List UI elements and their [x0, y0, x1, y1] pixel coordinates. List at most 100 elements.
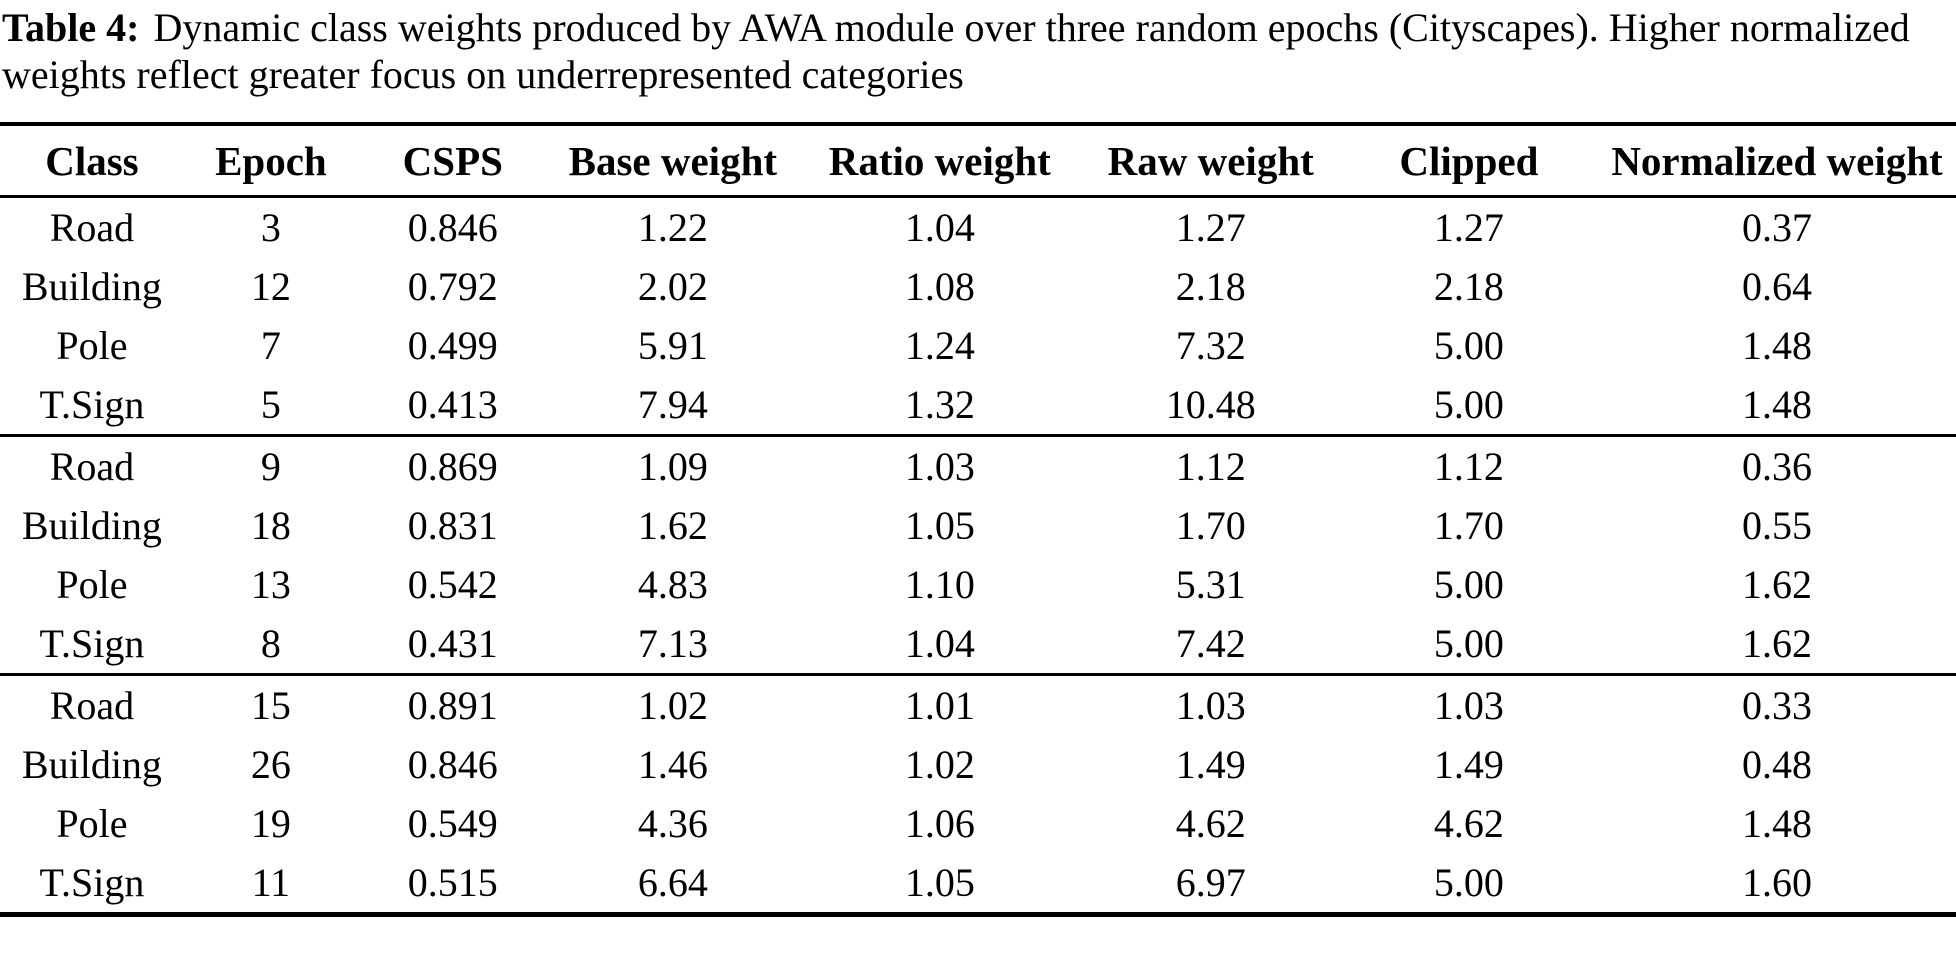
table-cell-epoch: 9 — [260, 444, 281, 490]
table-cell-clipped: 2.18 — [1433, 264, 1504, 310]
table-cell-clipped: 1.12 — [1433, 444, 1504, 490]
table-cell-class: T.Sign — [39, 621, 145, 667]
table-cell-normalized-weight: 0.33 — [1742, 683, 1812, 729]
table-cell-csps: 0.515 — [407, 860, 498, 906]
table-cell-ratio-weight: 1.24 — [904, 323, 975, 369]
weights-table: Class Epoch CSPS Base weight Ratio weight Raw… — [0, 122, 1956, 918]
table-cell-csps: 0.499 — [407, 323, 498, 369]
table-cell-normalized-weight: 1.60 — [1742, 860, 1812, 906]
table-cell-epoch: 7 — [260, 323, 281, 369]
table-cell-class: Building — [21, 264, 162, 310]
table-cell-class: Pole — [56, 562, 128, 608]
table-cell-epoch: 5 — [260, 382, 281, 428]
table-cell-base-weight: 5.91 — [637, 323, 708, 369]
table-cell-clipped: 1.03 — [1433, 683, 1504, 729]
table-row: Pole 19 0.549 4.36 1.06 4.62 4.62 1.48 — [0, 794, 1956, 853]
table-header-row: Class Epoch CSPS Base weight Ratio weight Raw… — [0, 124, 1956, 197]
table-row: T.Sign 8 0.431 7.13 1.04 7.42 5.00 1.62 — [0, 614, 1956, 675]
column-header-raw-weight: Raw weight — [1107, 138, 1314, 185]
table-cell-class: T.Sign — [39, 860, 145, 906]
table-cell-normalized-weight: 1.48 — [1742, 382, 1812, 428]
table-row: Road 9 0.869 1.09 1.03 1.12 1.12 0.36 — [0, 436, 1956, 497]
table-cell-normalized-weight: 1.48 — [1742, 323, 1812, 369]
table-cell-epoch: 18 — [250, 503, 291, 549]
table-cell-csps: 0.549 — [407, 801, 498, 847]
table-cell-epoch: 15 — [250, 683, 291, 729]
table-cell-normalized-weight: 0.48 — [1742, 742, 1812, 788]
table-cell-csps: 0.891 — [407, 683, 498, 729]
table-cell-base-weight: 7.94 — [637, 382, 708, 428]
table-cell-normalized-weight: 1.48 — [1742, 801, 1812, 847]
table-row: T.Sign 11 0.515 6.64 1.05 6.97 5.00 1.60 — [0, 853, 1956, 915]
table-cell-epoch: 8 — [260, 621, 281, 667]
table-row: Building 26 0.846 1.46 1.02 1.49 1.49 0.48 — [0, 735, 1956, 794]
table-cell-clipped: 5.00 — [1433, 323, 1504, 369]
table-cell-class: Pole — [56, 801, 128, 847]
table-cell-raw-weight: 7.32 — [1175, 323, 1246, 369]
table-cell-clipped: 5.00 — [1433, 382, 1504, 428]
table-cell-class: Building — [21, 503, 162, 549]
table-caption-text: Dynamic class weights produced by AWA mo… — [2, 5, 1910, 98]
table-cell-ratio-weight: 1.32 — [904, 382, 975, 428]
table-cell-ratio-weight: 1.04 — [904, 205, 975, 251]
table-cell-csps: 0.831 — [407, 503, 498, 549]
table-cell-ratio-weight: 1.06 — [904, 801, 975, 847]
epoch-group-2: Road 9 0.869 1.09 1.03 1.12 1.12 0.36 Building 18… — [0, 436, 1956, 675]
paper-table-figure: Table 4: Dynamic class weights produced b… — [0, 4, 1956, 918]
table-row: Pole 13 0.542 4.83 1.10 5.31 5.00 1.62 — [0, 555, 1956, 614]
table-cell-normalized-weight: 0.37 — [1742, 205, 1812, 251]
table-cell-clipped: 5.00 — [1433, 860, 1504, 906]
table-cell-class: Road — [49, 205, 135, 251]
table-cell-epoch: 13 — [250, 562, 291, 608]
table-cell-base-weight: 4.83 — [637, 562, 708, 608]
column-header-ratio-weight: Ratio weight — [828, 138, 1051, 185]
column-header-normalized-weight: Normalized weight — [1611, 138, 1943, 185]
table-cell-normalized-weight: 1.62 — [1742, 621, 1812, 667]
table-cell-raw-weight: 2.18 — [1175, 264, 1246, 310]
epoch-group-1: Road 3 0.846 1.22 1.04 1.27 1.27 0.37 Building 12… — [0, 197, 1956, 436]
table-cell-ratio-weight: 1.04 — [904, 621, 975, 667]
table-cell-class: Pole — [56, 323, 128, 369]
table-cell-epoch: 3 — [260, 205, 281, 251]
column-header-epoch: Epoch — [215, 138, 327, 185]
table-cell-base-weight: 7.13 — [637, 621, 708, 667]
table-cell-ratio-weight: 1.02 — [904, 742, 975, 788]
table-row: Road 15 0.891 1.02 1.01 1.03 1.03 0.33 — [0, 675, 1956, 736]
table-cell-clipped: 1.70 — [1433, 503, 1504, 549]
table-cell-csps: 0.431 — [407, 621, 498, 667]
table-cell-ratio-weight: 1.03 — [904, 444, 975, 490]
table-cell-raw-weight: 10.48 — [1165, 382, 1256, 428]
table-cell-base-weight: 2.02 — [637, 264, 708, 310]
table-cell-raw-weight: 1.49 — [1175, 742, 1246, 788]
table-cell-raw-weight: 1.27 — [1175, 205, 1246, 251]
table-cell-class: Building — [21, 742, 162, 788]
table-cell-class: Road — [49, 683, 135, 729]
table-cell-csps: 0.846 — [407, 205, 498, 251]
table-cell-ratio-weight: 1.05 — [904, 503, 975, 549]
table-cell-class: Road — [49, 444, 135, 490]
column-header-csps: CSPS — [402, 138, 503, 185]
table-cell-clipped: 1.27 — [1433, 205, 1504, 251]
table-cell-base-weight: 1.46 — [637, 742, 708, 788]
table-row: T.Sign 5 0.413 7.94 1.32 10.48 5.00 1.48 — [0, 375, 1956, 436]
column-header-clipped: Clipped — [1399, 138, 1539, 185]
table-cell-raw-weight: 5.31 — [1175, 562, 1246, 608]
table-cell-epoch: 12 — [250, 264, 291, 310]
table-cell-epoch: 19 — [250, 801, 291, 847]
table-cell-raw-weight: 4.62 — [1175, 801, 1246, 847]
table-cell-normalized-weight: 0.36 — [1742, 444, 1812, 490]
table-cell-ratio-weight: 1.01 — [904, 683, 975, 729]
table-cell-clipped: 5.00 — [1433, 621, 1504, 667]
table-cell-base-weight: 1.22 — [637, 205, 708, 251]
table-cell-epoch: 26 — [250, 742, 291, 788]
table-cell-csps: 0.792 — [407, 264, 498, 310]
column-header-class: Class — [45, 138, 139, 185]
table-cell-clipped: 5.00 — [1433, 562, 1504, 608]
table-cell-epoch: 11 — [251, 860, 291, 906]
table-row: Pole 7 0.499 5.91 1.24 7.32 5.00 1.48 — [0, 316, 1956, 375]
table-cell-base-weight: 6.64 — [637, 860, 708, 906]
table-cell-raw-weight: 1.70 — [1175, 503, 1246, 549]
table-caption-label: Table 4: — [2, 5, 140, 50]
table-cell-base-weight: 1.09 — [637, 444, 708, 490]
table-cell-clipped: 1.49 — [1433, 742, 1504, 788]
